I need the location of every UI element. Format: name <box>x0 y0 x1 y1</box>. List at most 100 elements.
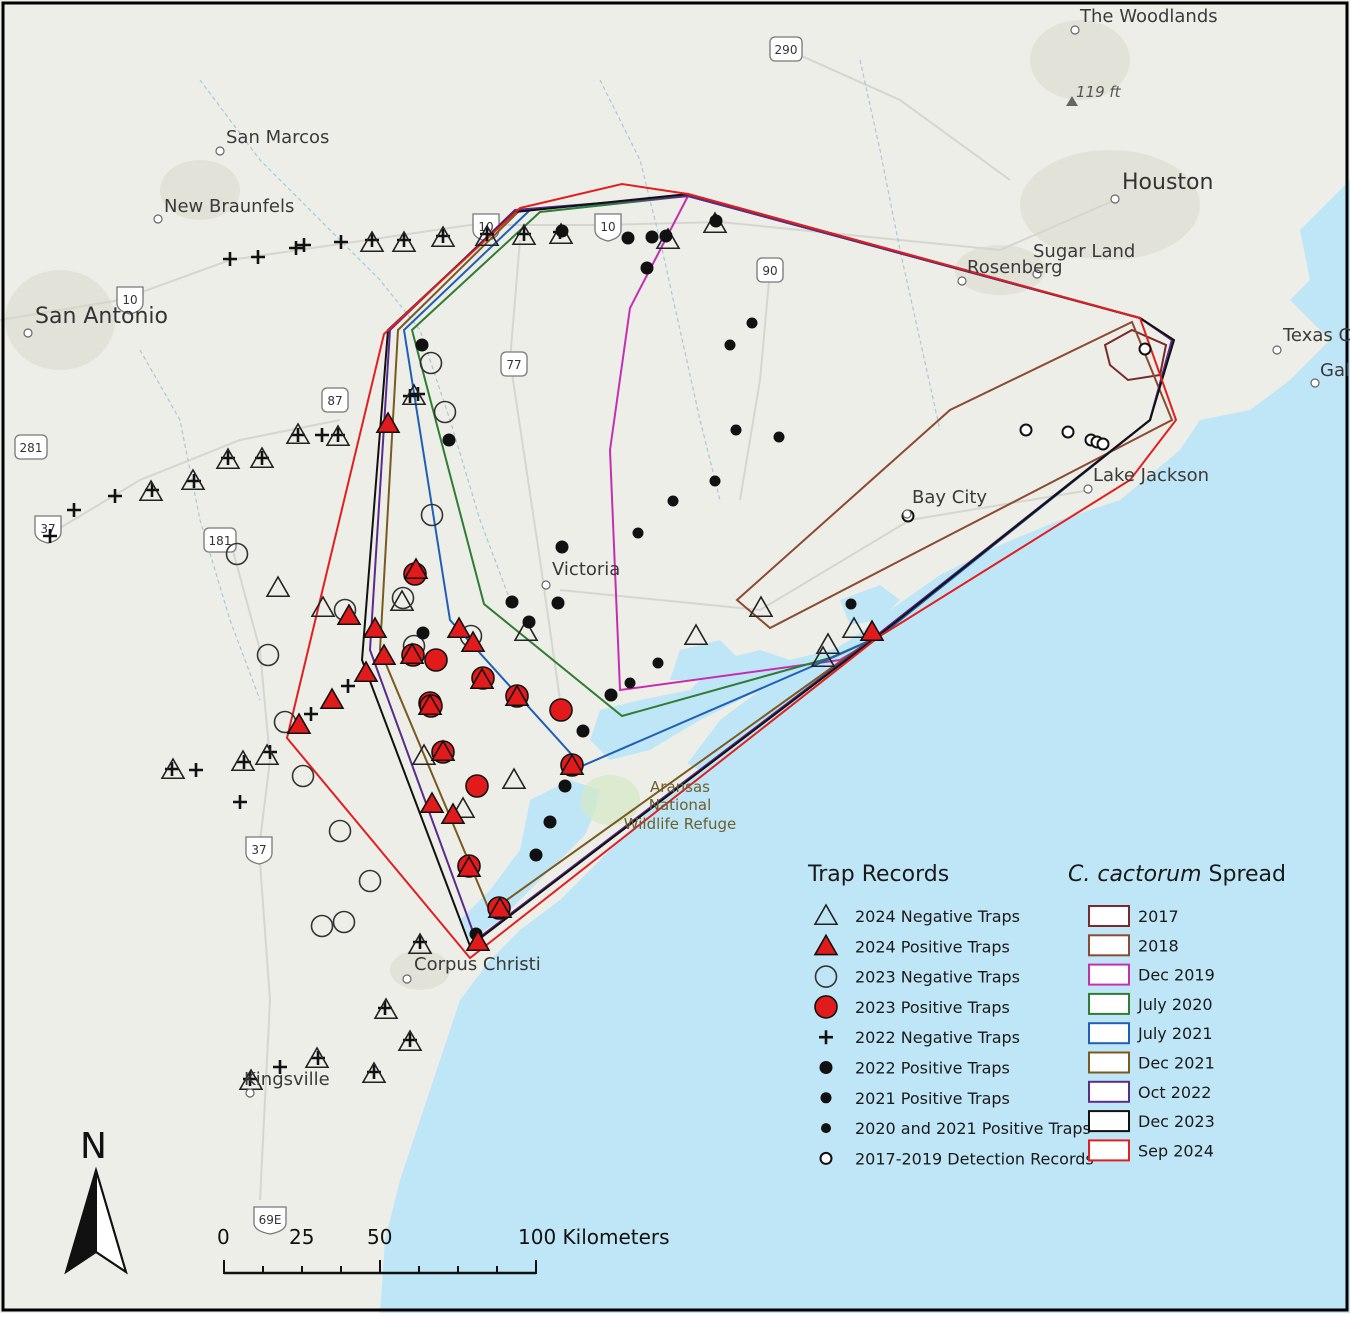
trap-point <box>709 214 723 228</box>
trap-point <box>415 338 429 352</box>
trap-point <box>543 815 557 829</box>
city-the-woodlands: The Woodlands <box>1070 6 1218 35</box>
legend-swatch <box>1088 934 1130 957</box>
trap-point <box>310 914 334 938</box>
city-san-antonio: San Antonio <box>23 304 168 338</box>
north-arrow: N <box>64 1126 128 1275</box>
city-label: Sugar Land <box>1033 241 1135 262</box>
us-highway-shield-7: 281 <box>14 434 48 460</box>
legend-trap-item: 2017-2019 Detection Records <box>819 1149 1094 1168</box>
trap-point <box>559 753 585 776</box>
city-point-icon <box>1110 194 1120 204</box>
trap-point <box>576 724 590 738</box>
trap-point <box>375 411 401 434</box>
scale-label-50: 50 <box>367 1225 392 1249</box>
trap-point <box>389 589 415 612</box>
city-victoria: Victoria <box>541 559 620 590</box>
trap-point <box>310 595 336 618</box>
trap-point <box>391 586 415 610</box>
trap-point <box>416 626 430 640</box>
legend-trap-item: 2023 Negative Traps <box>814 965 1020 988</box>
trap-point <box>487 896 513 919</box>
trap-point <box>336 603 362 626</box>
city-point-icon <box>215 146 225 156</box>
trap-point <box>371 643 397 666</box>
trap-point <box>401 383 427 406</box>
trap-point <box>667 495 679 507</box>
trap-point <box>604 688 618 702</box>
trap-point <box>746 317 758 329</box>
trap-point <box>640 261 654 275</box>
city-gal: Gal <box>1310 360 1350 388</box>
trap-point <box>230 749 256 772</box>
trap-point <box>304 1046 330 1069</box>
city-new-braunfels: New Braunfels <box>153 196 294 224</box>
legend-trap-item: 2024 Positive Traps <box>813 933 1010 956</box>
trap-point <box>845 598 857 610</box>
trap-point <box>108 489 122 503</box>
legend-spread-item: July 2021 <box>1088 1022 1213 1045</box>
trap-point <box>549 698 573 722</box>
trap-point <box>223 252 237 266</box>
trap-point <box>1138 342 1152 356</box>
trap-point <box>624 677 636 689</box>
city-label: The Woodlands <box>1079 6 1218 27</box>
spread-2018-polygon <box>735 320 1174 630</box>
legend-symbol-icon <box>814 995 838 1019</box>
trap-point <box>555 540 569 554</box>
trap-point <box>419 351 443 375</box>
trap-point <box>334 235 348 249</box>
trap-point <box>773 431 785 443</box>
city-point-icon <box>1070 25 1080 35</box>
legend-spread-label: 2017 <box>1138 907 1179 926</box>
refuge-label-line2: National <box>649 796 712 814</box>
trap-point <box>440 802 466 825</box>
trap-point <box>358 869 382 893</box>
trap-point <box>430 225 456 248</box>
trap-point <box>263 745 277 759</box>
trap-point <box>501 767 527 790</box>
legend-trap-item: 2022 Negative Traps <box>819 1028 1020 1047</box>
trap-point <box>511 223 537 246</box>
city-houston: Houston <box>1110 170 1213 204</box>
legend-spread-label: Dec 2023 <box>1138 1112 1215 1131</box>
us-highway-shield-9: 181 <box>203 527 237 553</box>
trap-point <box>652 657 664 669</box>
city-sugar-land: Sugar Land <box>1032 241 1135 279</box>
legend-trap-label: 2023 Positive Traps <box>855 998 1010 1017</box>
city-texas-c: Texas C <box>1272 325 1350 355</box>
trap-point <box>160 757 186 780</box>
city-point-icon <box>153 214 163 224</box>
legend-trap-records: Trap Records 2024 Negative Traps 2024 Pos… <box>807 862 1094 1168</box>
trap-point <box>332 910 356 934</box>
trap-point <box>319 687 345 710</box>
elevation-marker: 119 ft <box>1066 83 1122 106</box>
legend-spread-label: July 2021 <box>1137 1024 1213 1043</box>
legend-trap-label: 2021 Positive Traps <box>855 1089 1010 1108</box>
trap-point <box>504 684 530 707</box>
trap-point <box>255 451 269 465</box>
legend-trap-label: 2023 Negative Traps <box>855 968 1020 987</box>
city-label: San Antonio <box>35 304 168 329</box>
trap-point <box>215 447 241 470</box>
legend-spread-title-rest: Spread <box>1202 862 1286 887</box>
trap-point <box>285 422 311 445</box>
tri-red-trap-group <box>286 411 885 952</box>
trap-point <box>645 230 659 244</box>
trap-point <box>265 575 291 598</box>
city-label: Houston <box>1122 170 1213 195</box>
city-point-icon <box>1272 345 1282 355</box>
trap-points <box>43 211 1152 1091</box>
trap-point <box>373 997 399 1020</box>
trap-point <box>419 791 445 814</box>
us-highway-shield-6: 87 <box>321 387 349 413</box>
trap-point <box>289 241 303 255</box>
shield-label: 87 <box>327 394 342 408</box>
legend-symbol-icon <box>819 1061 833 1074</box>
city-label: Bay City <box>912 487 987 508</box>
trap-point <box>67 503 81 517</box>
us-highway-shield-4: 90 <box>756 257 784 283</box>
city-san-marcos: San Marcos <box>215 127 329 156</box>
legend-symbol-icon <box>819 1030 833 1045</box>
